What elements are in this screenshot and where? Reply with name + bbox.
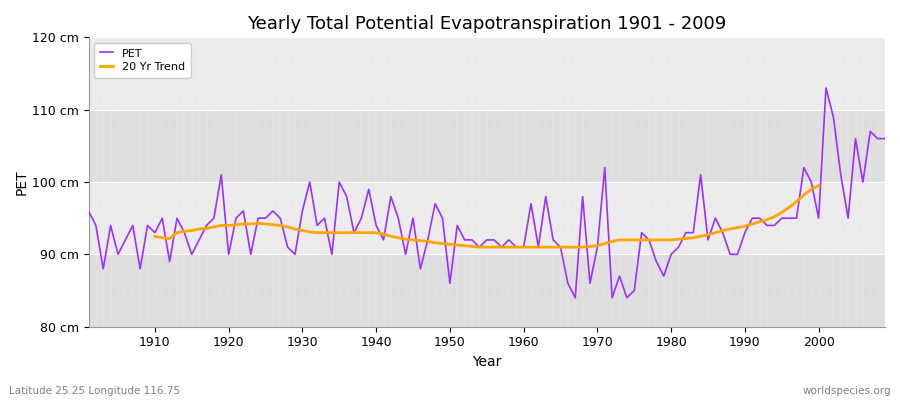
Line: PET: PET <box>88 88 885 298</box>
Bar <box>88 254 885 327</box>
Bar <box>88 182 885 254</box>
20 Yr Trend <box>607 239 617 244</box>
Title: Yearly Total Potential Evapotranspiration 1901 - 2009: Yearly Total Potential Evapotranspiratio… <box>248 15 726 33</box>
PET <box>348 230 359 235</box>
Legend: PET, 20 Yr Trend: PET, 20 Yr Trend <box>94 43 191 78</box>
PET <box>83 208 94 213</box>
PET <box>821 86 832 90</box>
X-axis label: Year: Year <box>472 355 501 369</box>
PET <box>511 245 522 250</box>
PET <box>142 223 153 228</box>
20 Yr Trend <box>304 230 315 234</box>
Text: worldspecies.org: worldspecies.org <box>803 386 891 396</box>
Bar <box>88 37 885 110</box>
20 Yr Trend <box>348 230 359 235</box>
PET <box>304 180 315 184</box>
PET <box>614 274 625 278</box>
Line: 20 Yr Trend: 20 Yr Trend <box>155 186 819 247</box>
20 Yr Trend <box>511 245 522 250</box>
PET <box>879 136 890 141</box>
PET <box>518 245 529 250</box>
PET <box>570 295 580 300</box>
Bar <box>88 110 885 182</box>
20 Yr Trend <box>518 245 529 250</box>
Text: Latitude 25.25 Longitude 116.75: Latitude 25.25 Longitude 116.75 <box>9 386 180 396</box>
Y-axis label: PET: PET <box>15 169 29 195</box>
